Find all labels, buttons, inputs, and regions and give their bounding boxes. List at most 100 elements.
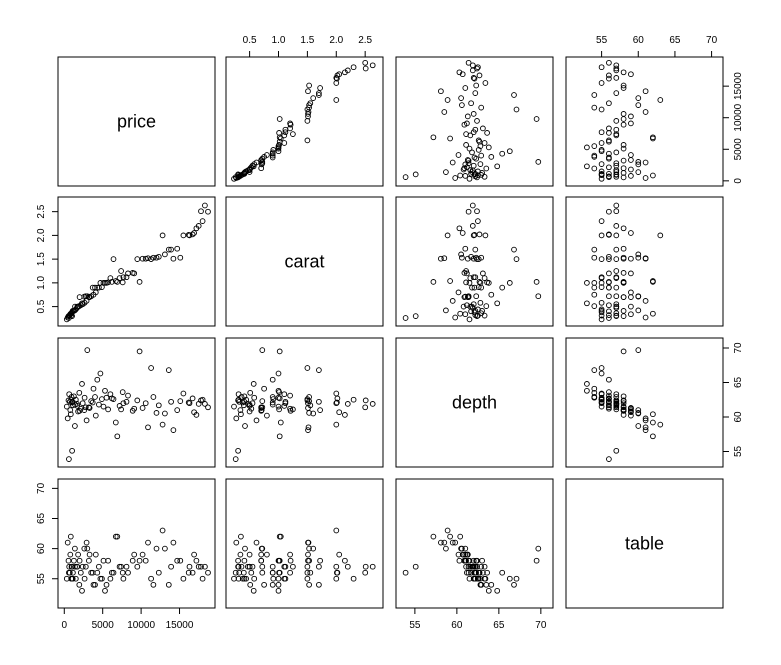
point-depth-vs-table — [628, 412, 634, 419]
point-table-vs-carat — [316, 563, 322, 570]
point-table-vs-price — [165, 581, 172, 588]
point-carat-vs-depth — [476, 279, 483, 285]
point-carat-vs-price — [79, 300, 85, 307]
point-carat-vs-depth — [466, 316, 473, 323]
point-depth-vs-price — [83, 417, 90, 424]
point-table-vs-carat — [269, 581, 276, 588]
point-table-vs-depth — [430, 533, 437, 540]
point-carat-vs-table — [613, 284, 620, 291]
point-carat-vs-table — [628, 303, 634, 310]
point-table-vs-price — [76, 557, 83, 564]
point-price-vs-table — [628, 71, 634, 78]
point-price-vs-table — [606, 154, 612, 161]
point-price-vs-table — [606, 72, 612, 79]
point-table-vs-carat — [276, 533, 283, 540]
tick-label-left-carat: 1.5 — [36, 252, 47, 266]
point-carat-vs-depth — [430, 279, 437, 285]
point-price-vs-table — [650, 134, 656, 141]
point-table-vs-price — [180, 575, 187, 582]
point-price-vs-table — [598, 161, 605, 167]
point-price-vs-depth — [470, 111, 477, 117]
point-table-vs-price — [64, 539, 71, 546]
tick-label-top-table: 55 — [596, 35, 608, 46]
point-carat-vs-table — [657, 232, 664, 239]
point-table-vs-price — [159, 527, 166, 534]
point-price-vs-table — [591, 92, 598, 98]
point-table-vs-carat — [248, 569, 255, 576]
point-depth-vs-table — [591, 385, 598, 392]
point-price-vs-table — [606, 137, 612, 144]
point-table-vs-price — [114, 533, 121, 540]
point-table-vs-carat — [350, 575, 357, 582]
point-price-vs-depth — [474, 118, 480, 124]
point-carat-vs-table — [620, 225, 627, 232]
point-price-vs-carat — [342, 69, 348, 76]
point-carat-vs-depth — [464, 294, 471, 300]
point-depth-vs-carat — [275, 394, 282, 401]
point-table-vs-price — [71, 557, 77, 564]
point-table-vs-depth — [533, 557, 540, 564]
point-depth-vs-carat — [305, 400, 311, 407]
point-price-vs-table — [613, 167, 620, 173]
point-depth-vs-price — [69, 398, 76, 405]
point-price-vs-depth — [455, 152, 462, 158]
point-depth-vs-carat — [287, 405, 293, 412]
tick-label-top-carat: 1.5 — [300, 35, 314, 46]
point-table-vs-price — [189, 569, 196, 576]
point-carat-vs-depth — [470, 274, 477, 281]
point-table-vs-carat — [306, 581, 312, 588]
point-table-vs-carat — [290, 563, 296, 570]
point-depth-vs-carat — [334, 399, 340, 406]
point-table-vs-depth — [484, 569, 490, 576]
point-table-vs-depth — [474, 563, 480, 570]
point-price-vs-carat — [277, 135, 284, 142]
point-table-vs-price — [83, 539, 90, 546]
point-carat-vs-depth — [462, 245, 469, 252]
point-carat-vs-table — [613, 303, 620, 310]
point-depth-vs-price — [180, 390, 187, 397]
point-carat-vs-price — [120, 274, 127, 281]
point-carat-vs-price — [193, 225, 200, 232]
point-depth-vs-table — [635, 347, 642, 353]
point-price-vs-table — [591, 152, 598, 159]
tick-label-bottom-depth: 60 — [451, 620, 463, 631]
point-depth-vs-table — [650, 433, 656, 440]
point-depth-vs-table — [635, 407, 642, 413]
point-table-vs-price — [150, 581, 157, 588]
point-depth-vs-table — [606, 392, 612, 399]
point-depth-vs-carat — [317, 407, 323, 413]
point-carat-vs-price — [114, 279, 121, 285]
point-price-vs-carat — [246, 167, 253, 173]
point-table-vs-carat — [304, 575, 311, 582]
point-table-vs-price — [193, 557, 200, 564]
point-table-vs-carat — [238, 563, 245, 570]
tick-label-top-carat: 1.0 — [272, 35, 286, 46]
point-table-vs-depth — [479, 557, 485, 564]
point-table-vs-depth — [456, 557, 463, 564]
point-carat-vs-table — [620, 255, 627, 262]
point-price-vs-table — [606, 150, 612, 157]
point-table-vs-price — [120, 575, 127, 582]
point-price-vs-depth — [475, 64, 481, 71]
point-depth-vs-price — [96, 401, 102, 408]
point-carat-vs-table — [628, 294, 634, 300]
point-carat-vs-depth — [412, 313, 419, 319]
point-carat-vs-price — [134, 256, 141, 262]
point-table-vs-price — [174, 557, 181, 564]
tick-label-right-depth: 65 — [733, 376, 744, 388]
point-depth-vs-table — [598, 370, 605, 377]
point-price-vs-depth — [506, 148, 513, 155]
point-depth-vs-table — [606, 376, 612, 383]
tick-label-bottom-price: 15000 — [166, 620, 194, 631]
point-table-vs-carat — [239, 575, 246, 582]
point-carat-vs-depth — [484, 279, 490, 286]
point-depth-vs-carat — [342, 412, 348, 418]
point-table-vs-carat — [333, 527, 340, 534]
point-price-vs-table — [598, 106, 605, 113]
point-depth-vs-carat — [276, 348, 283, 355]
tick-label-right-depth: 70 — [733, 342, 744, 354]
point-carat-vs-price — [199, 218, 206, 224]
point-price-vs-depth — [477, 161, 484, 167]
point-table-vs-price — [134, 563, 141, 570]
panel-depth-vs-carat — [225, 337, 384, 468]
